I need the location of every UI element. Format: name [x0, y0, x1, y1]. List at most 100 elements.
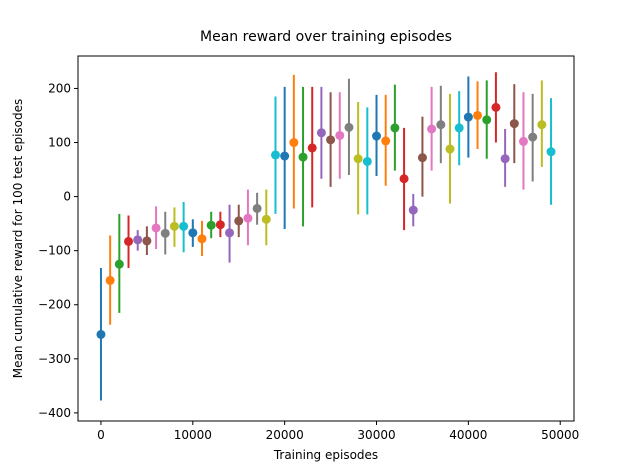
data-point-group: [316, 86, 326, 179]
data-point-group: [372, 94, 382, 177]
data-point: [197, 234, 207, 244]
data-point-group: [243, 189, 253, 246]
data-point: [252, 203, 262, 213]
data-point-group: [463, 76, 473, 158]
chart-title: Mean reward over training episodes: [200, 29, 452, 45]
data-point: [215, 220, 225, 230]
data-point: [179, 221, 189, 231]
data-point-group: [289, 74, 299, 209]
data-point-group: [114, 213, 124, 313]
x-tick-label: 0: [97, 428, 105, 442]
data-point-group: [326, 92, 336, 187]
data-point-group: [537, 80, 547, 167]
data-point: [105, 275, 115, 285]
data-point: [473, 110, 483, 120]
data-point: [96, 329, 106, 339]
data-point: [353, 154, 363, 164]
data-point: [500, 154, 510, 164]
data-point-group: [160, 211, 170, 255]
data-point-group: [427, 86, 437, 171]
x-tick-label: 50000: [541, 428, 579, 442]
data-point-group: [252, 192, 262, 225]
data-point-group: [417, 116, 427, 197]
data-point: [280, 151, 290, 161]
y-axis-label: Mean cumulative reward for 100 test epis…: [11, 99, 25, 378]
data-point-group: [500, 129, 510, 187]
data-point: [344, 122, 354, 132]
data-point: [372, 131, 382, 141]
data-point: [463, 112, 473, 122]
data-point: [206, 220, 216, 230]
data-point-group: [445, 93, 455, 204]
data-point-group: [270, 96, 280, 214]
data-point: [436, 120, 446, 130]
data-point-group: [381, 94, 391, 186]
data-point-group: [124, 215, 134, 268]
data-point-group: [225, 204, 235, 263]
x-tick-label: 40000: [449, 428, 487, 442]
data-point: [298, 152, 308, 162]
data-point: [169, 221, 179, 231]
data-point-group: [142, 226, 152, 255]
data-point-group: [105, 235, 115, 325]
data-point: [427, 124, 437, 134]
data-point-group: [436, 85, 446, 164]
data-point-group: [280, 86, 290, 230]
data-point-group: [197, 220, 207, 257]
data-point-group: [408, 193, 418, 227]
y-tick-label: −400: [38, 406, 71, 420]
data-point: [114, 259, 124, 269]
data-point: [225, 228, 235, 238]
data-point: [491, 102, 501, 112]
data-point: [399, 174, 409, 184]
data-point-group: [179, 202, 189, 253]
data-point-group: [491, 72, 501, 143]
plot-area-frame: [77, 55, 575, 422]
data-point: [335, 130, 345, 140]
data-point: [445, 144, 455, 154]
y-axis-ticks: −400 −300 −200 −100 0 100 200: [38, 81, 78, 420]
y-tick-label: 200: [48, 81, 71, 95]
data-point-group: [528, 93, 538, 182]
data-point: [390, 123, 400, 133]
data-point: [243, 213, 253, 223]
data-point-group: [188, 219, 198, 247]
y-tick-label: −300: [38, 352, 71, 366]
data-point: [528, 132, 538, 142]
data-marks: [96, 72, 556, 401]
data-point: [124, 236, 134, 246]
data-point-group: [509, 84, 519, 164]
data-point-group: [399, 127, 409, 231]
data-point: [289, 138, 299, 148]
data-point: [261, 214, 271, 224]
data-point: [326, 135, 336, 145]
data-point-group: [307, 86, 317, 208]
data-point: [234, 216, 244, 226]
data-point-group: [335, 92, 345, 179]
data-point-group: [344, 78, 354, 175]
data-point-group: [151, 206, 161, 250]
data-point-group: [390, 84, 400, 171]
data-point-group: [261, 189, 271, 246]
data-point: [482, 115, 492, 125]
x-tick-label: 30000: [357, 428, 395, 442]
data-point-group: [169, 207, 179, 247]
data-point-group: [362, 107, 372, 215]
x-tick-label: 10000: [174, 428, 212, 442]
y-tick-label: 100: [48, 136, 71, 150]
data-point: [454, 123, 464, 133]
data-point: [270, 150, 280, 160]
data-point-group: [546, 98, 556, 205]
data-point: [307, 143, 317, 153]
data-point-group: [353, 101, 363, 215]
data-point-group: [206, 211, 216, 239]
data-point: [316, 128, 326, 138]
data-point-group: [454, 91, 464, 166]
data-point: [188, 228, 198, 238]
data-point-group: [234, 204, 244, 238]
data-point-group: [482, 80, 492, 159]
data-point-group: [298, 86, 308, 227]
data-point-group: [96, 267, 106, 401]
x-axis-label: Training episodes: [273, 448, 378, 462]
